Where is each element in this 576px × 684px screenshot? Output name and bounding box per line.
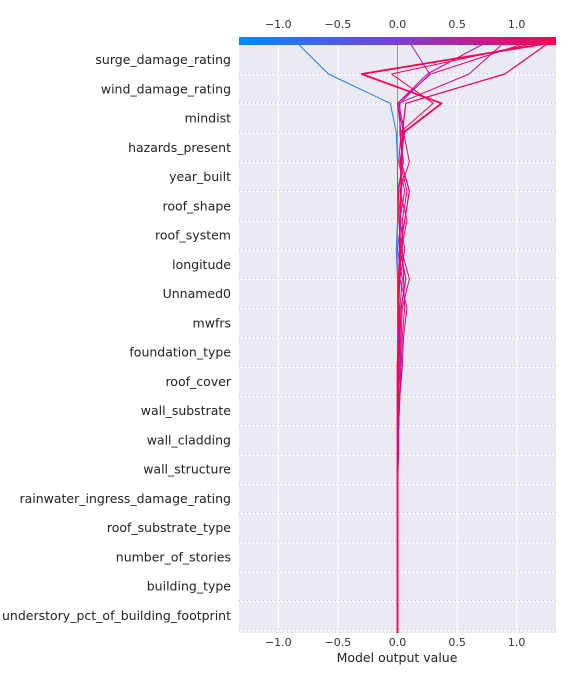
top-tick-label: −0.5 xyxy=(325,18,352,31)
feature-label: mwfrs xyxy=(193,315,231,330)
feature-label: Unnamed0 xyxy=(163,286,231,301)
x-axis-title: Model output value xyxy=(337,650,458,665)
feature-label: roof_system xyxy=(155,228,231,243)
feature-labels: surge_damage_rating wind_damage_ratingmin… xyxy=(2,52,232,623)
feature-label: number_of_stories xyxy=(116,549,231,564)
top-tick-labels: −1.0 −0.5 0.0 0.5 1.0 xyxy=(265,18,525,31)
feature-label: surge_damage_rating xyxy=(95,52,231,67)
feature-label: rainwater_ingress_damage_rating xyxy=(19,491,231,506)
top-tick-label: 0.5 xyxy=(448,18,466,31)
bottom-tick-labels: −1.0 −0.5 0.0 0.5 1.0 xyxy=(265,636,525,649)
feature-label: understory_pct_of_building_footprint xyxy=(2,608,231,623)
feature-label: wall_substrate xyxy=(141,403,232,418)
top-tick-label: 0.0 xyxy=(389,18,407,31)
feature-label: wind_damage_rating xyxy=(101,81,231,96)
feature-label: wall_cladding xyxy=(147,432,231,447)
colorbar xyxy=(239,37,556,45)
feature-label: roof_substrate_type xyxy=(107,520,231,535)
top-tick-label: −1.0 xyxy=(265,18,292,31)
feature-label: roof_shape xyxy=(162,198,231,213)
feature-label: hazards_present xyxy=(128,140,231,155)
decision-paths xyxy=(295,41,557,633)
feature-label: mindist xyxy=(185,111,231,126)
feature-label: foundation_type xyxy=(129,345,231,360)
bottom-tick-label: 0.5 xyxy=(448,636,466,649)
bottom-tick-label: −0.5 xyxy=(325,636,352,649)
feature-label: building_type xyxy=(147,579,232,594)
feature-label: roof_cover xyxy=(165,374,231,389)
top-tick-label: 1.0 xyxy=(508,18,526,31)
decision-path-8 xyxy=(391,41,541,633)
bottom-tick-label: −1.0 xyxy=(265,636,292,649)
feature-label: wall_structure xyxy=(143,462,231,477)
feature-label: year_built xyxy=(169,169,231,184)
bottom-tick-label: 0.0 xyxy=(389,636,407,649)
bottom-tick-label: 1.0 xyxy=(508,636,526,649)
feature-label: longitude xyxy=(172,257,231,272)
